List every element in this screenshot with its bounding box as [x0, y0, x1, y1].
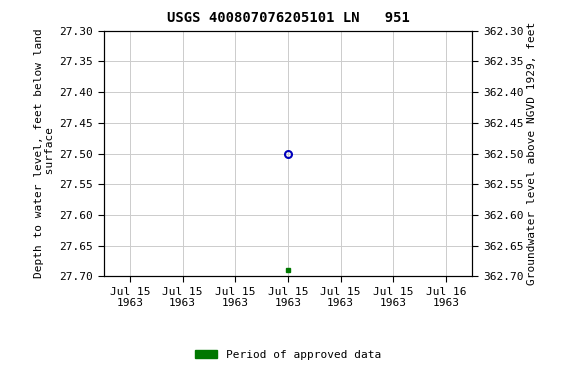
Y-axis label: Groundwater level above NGVD 1929, feet: Groundwater level above NGVD 1929, feet [528, 22, 537, 285]
Title: USGS 400807076205101 LN   951: USGS 400807076205101 LN 951 [166, 12, 410, 25]
Legend: Period of approved data: Period of approved data [191, 345, 385, 364]
Y-axis label: Depth to water level, feet below land
 surface: Depth to water level, feet below land su… [34, 29, 55, 278]
